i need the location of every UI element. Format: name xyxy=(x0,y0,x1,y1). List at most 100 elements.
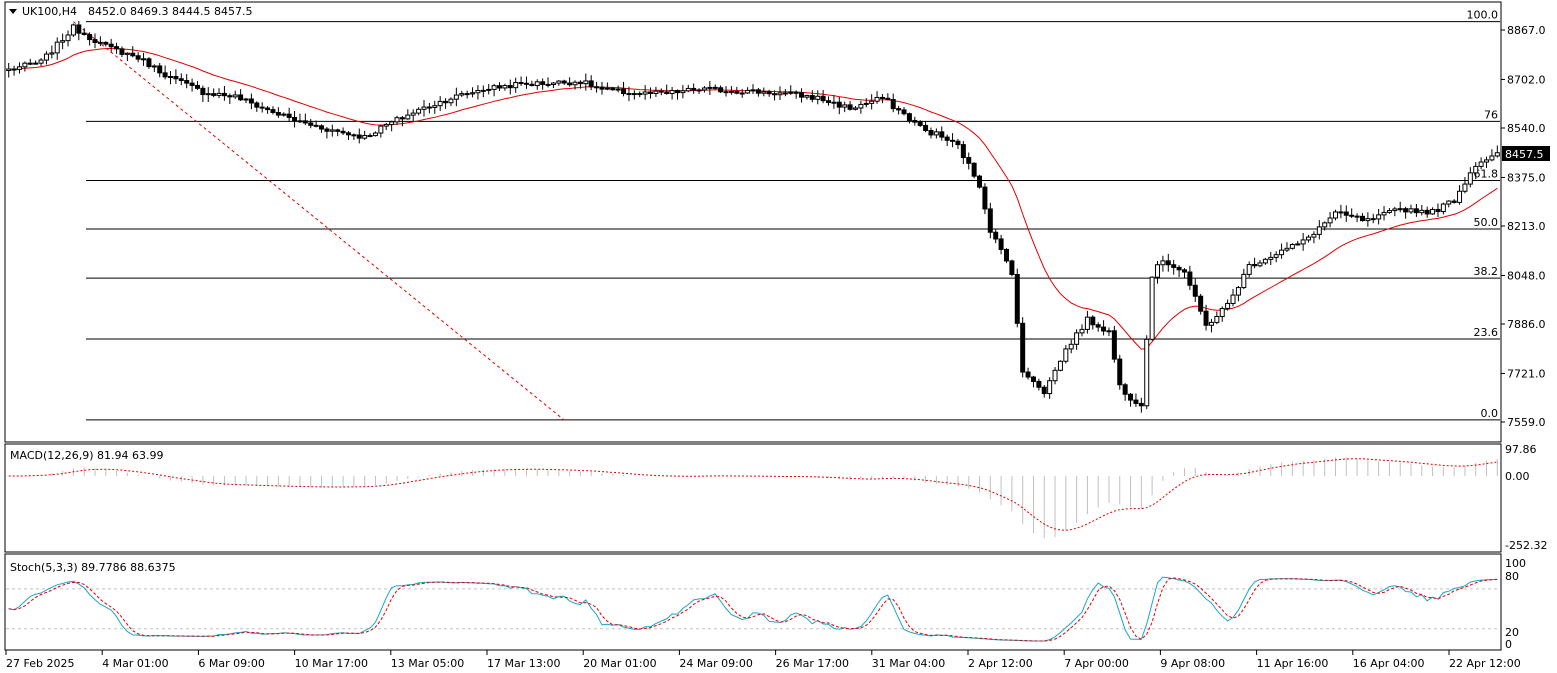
candle-bull xyxy=(1208,321,1214,326)
candle-bull xyxy=(728,90,734,93)
candle-bear xyxy=(227,95,233,98)
candle-bull xyxy=(745,89,751,94)
candle-bear xyxy=(11,68,17,71)
candle-bear xyxy=(712,86,718,89)
candle-bear xyxy=(950,139,956,142)
stoch-tick-label: 0 xyxy=(1505,638,1512,651)
macd-signal-line xyxy=(8,458,1498,531)
time-tick-label: 6 Mar 09:00 xyxy=(198,657,264,670)
candle-bear xyxy=(847,104,853,110)
candle-bull xyxy=(1106,330,1112,333)
time-tick-label: 17 Mar 13:00 xyxy=(487,657,560,670)
candle-bull xyxy=(1144,338,1150,407)
candle-bull xyxy=(1225,302,1231,309)
candle-bull xyxy=(1397,208,1403,211)
candle-bull xyxy=(1262,258,1268,264)
candle-bull xyxy=(1241,273,1247,289)
macd-tick-label: 97.86 xyxy=(1505,443,1537,456)
price-tick-label: 7721.0 xyxy=(1507,367,1546,380)
candle-bull xyxy=(1149,276,1155,340)
candle-bear xyxy=(259,106,265,109)
candle-bear xyxy=(356,134,362,139)
candle-bear xyxy=(906,113,912,121)
fib-level-label: 76 xyxy=(1484,108,1498,121)
candle-bear xyxy=(194,84,200,89)
candle-bear xyxy=(119,48,125,55)
candle-bear xyxy=(1171,264,1177,268)
candle-bull xyxy=(1246,264,1252,275)
price-axis: 8867.0 8702.0 8540.0 8375.0 8213.0 8048.0 7886… xyxy=(1501,24,1547,651)
candle-bear xyxy=(1181,269,1187,273)
fib-trendline[interactable] xyxy=(73,21,565,421)
candle-bull xyxy=(480,89,486,92)
candle-bull xyxy=(1257,262,1263,267)
candle-bull xyxy=(556,80,562,84)
candle-bull xyxy=(383,123,389,127)
candle-bear xyxy=(297,120,303,123)
candle-bull xyxy=(1300,239,1306,245)
candle-bear xyxy=(1020,322,1026,373)
candle-bear xyxy=(103,41,109,45)
time-tick-label: 10 Mar 17:00 xyxy=(295,657,368,670)
time-tick-label: 22 Apr 12:00 xyxy=(1449,657,1521,670)
candle-bear xyxy=(1101,326,1107,332)
candle-bull xyxy=(1219,307,1225,317)
candle-bull xyxy=(1419,209,1425,214)
candle-bull xyxy=(1306,236,1312,241)
candle-bull xyxy=(141,58,147,61)
candle-bear xyxy=(189,82,195,86)
candle-bear xyxy=(27,62,33,65)
candle-bear xyxy=(588,80,594,88)
candle-bull xyxy=(16,66,22,70)
candle-bull xyxy=(6,68,12,72)
candle-bear xyxy=(114,46,120,50)
candle-bear xyxy=(335,129,341,132)
candle-bull xyxy=(761,91,767,94)
candle-bear xyxy=(184,79,190,84)
ohlc-values: 8452.0 8469.3 8444.5 8457.5 xyxy=(88,5,252,18)
candle-bull xyxy=(1284,247,1290,251)
candle-bear xyxy=(173,75,179,80)
candle-bull xyxy=(863,102,869,105)
time-tick-label: 16 Apr 04:00 xyxy=(1353,657,1425,670)
candle-bull xyxy=(1446,200,1452,205)
candle-bull xyxy=(1047,380,1053,395)
candle-bear xyxy=(917,121,923,126)
candle-bull xyxy=(874,96,880,102)
candle-bull xyxy=(669,90,675,95)
candle-bear xyxy=(265,107,271,111)
fibonacci-retracement[interactable]: 100.0 76 61.8 50.0 38.2 23.6 0.0 xyxy=(73,9,1500,421)
candle-bear xyxy=(1095,324,1101,328)
candle-bull xyxy=(491,85,497,90)
candle-bear xyxy=(626,93,632,96)
candle-bear xyxy=(518,82,524,85)
candle-bear xyxy=(1036,380,1042,388)
candle-bear xyxy=(912,119,918,123)
candle-bull xyxy=(38,59,44,64)
candle-bear xyxy=(1014,273,1020,324)
candle-bear xyxy=(426,106,432,109)
candle-bull xyxy=(389,121,395,125)
candle-bear xyxy=(270,109,276,113)
candle-bear xyxy=(1403,208,1409,213)
candle-bear xyxy=(939,131,945,138)
candle-bull xyxy=(1386,210,1392,213)
macd-panel-frame xyxy=(4,443,1502,553)
candle-bear xyxy=(766,91,772,95)
price-tick-label: 8375.0 xyxy=(1507,171,1546,184)
candle-bear xyxy=(351,134,357,137)
candle-bull xyxy=(1392,208,1398,212)
candle-bear xyxy=(1111,330,1117,360)
price-tick-label: 8702.0 xyxy=(1507,73,1546,86)
candle-bull xyxy=(232,94,238,98)
fib-level-label: 0.0 xyxy=(1481,407,1499,420)
dropdown-triangle-icon[interactable] xyxy=(9,9,17,14)
price-tick-label: 8540.0 xyxy=(1507,122,1546,135)
price-tick-label: 7559.0 xyxy=(1507,416,1546,429)
candle-bear xyxy=(308,122,314,126)
current-price-badge xyxy=(1502,146,1550,161)
candle-bull xyxy=(804,95,810,98)
candle-bull xyxy=(448,98,454,104)
